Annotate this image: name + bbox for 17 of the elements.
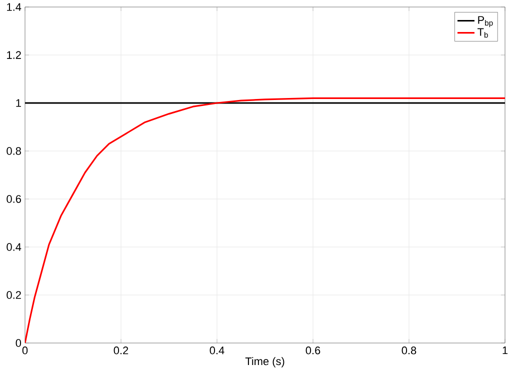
x-axis-title: Time (s) (245, 357, 284, 368)
y-tick-label: 0.4 (6, 243, 22, 251)
x-tick-label: 1 (502, 346, 508, 354)
y-tick-label: 1 (16, 99, 21, 107)
y-tick-label: 0.2 (6, 291, 21, 299)
y-tick-label: 0 (16, 339, 22, 347)
x-tick-label: 0 (22, 346, 28, 354)
x-tick-label: 0.8 (402, 346, 416, 354)
y-tick-label: 1.2 (7, 51, 21, 59)
legend-label: P$_{bp}$ (478, 16, 493, 28)
x-tick-label: 0.6 (306, 346, 320, 354)
x-tick-label: 0.4 (210, 346, 224, 354)
legend-label: T$_{b}$ (478, 28, 488, 38)
y-tick-label: 0.8 (6, 147, 21, 155)
y-tick-label: 0.6 (6, 195, 21, 203)
y-tick-label: 1.4 (7, 3, 22, 11)
x-tick-label: 0.2 (114, 346, 128, 354)
